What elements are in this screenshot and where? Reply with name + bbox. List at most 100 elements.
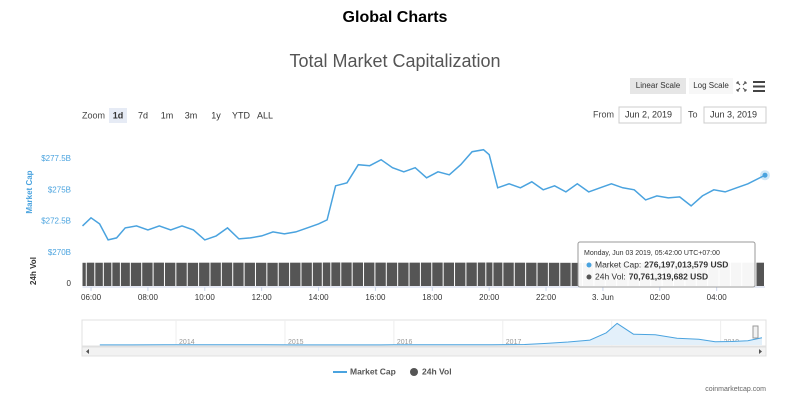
from-label: From [593, 109, 614, 119]
y-tick-label: $270B [48, 248, 71, 257]
volume-bar [187, 262, 199, 286]
volume-bar [375, 262, 386, 286]
page-title: Global Charts [343, 9, 448, 26]
chart-title: Total Market Capitalization [289, 51, 500, 71]
volume-bar [560, 262, 571, 286]
zoom-button[interactable]: 7d [138, 110, 148, 120]
tooltip [577, 241, 756, 288]
zoom-button[interactable]: 1y [211, 110, 221, 120]
fullscreen-icon[interactable] [736, 81, 747, 92]
volume-bar [301, 262, 312, 286]
volume-bar [398, 262, 409, 286]
volume-bar [526, 262, 537, 286]
x-tick-label: 06:00 [81, 293, 102, 302]
volume-bar [244, 262, 255, 286]
tooltip-value: 276,197,013,579 USD [644, 259, 728, 269]
volume-bar [103, 262, 112, 286]
volume-bar [221, 262, 233, 286]
from-input[interactable] [618, 106, 682, 124]
volume-bar [199, 262, 210, 286]
x-tick-label: 18:00 [422, 293, 443, 302]
volume-bar [164, 262, 176, 286]
x-tick-label: 12:00 [252, 293, 273, 302]
zoom-button[interactable]: ALL [257, 110, 273, 120]
zoom-button[interactable]: 1d [113, 110, 124, 120]
y-tick-label: $272.5B [41, 217, 71, 226]
to-input[interactable] [703, 106, 767, 124]
legend-label[interactable]: Market Cap [350, 366, 396, 376]
volume-bar [322, 262, 331, 286]
volume-bar [278, 262, 290, 286]
x-tick-label: 10:00 [195, 293, 216, 302]
volume-bar [112, 262, 120, 286]
x-tick-label: 3. Jun [592, 293, 614, 302]
navigator-tick-label: 2014 [179, 339, 195, 346]
navigator-handle[interactable] [752, 325, 759, 339]
volume-bar [493, 262, 503, 286]
volume-bar [432, 262, 443, 286]
volume-bar [130, 262, 142, 286]
scale-button[interactable] [630, 78, 686, 94]
tooltip-marker [586, 262, 592, 268]
y2-axis-label: 24h Vol [29, 257, 38, 285]
scale-button[interactable] [689, 78, 733, 94]
x-tick-label: 08:00 [138, 293, 159, 302]
tooltip-label: Market Cap: [595, 259, 641, 269]
volume-bar [486, 262, 493, 286]
navigator-tick-label: 2017 [506, 339, 522, 346]
volume-bar [255, 262, 267, 286]
volume-bar [290, 262, 301, 286]
x-tick-label: 02:00 [650, 293, 671, 302]
navigator-tick-label: 2016 [397, 339, 413, 346]
tooltip-date: Monday, Jun 03 2019, 05:42:00 UTC+07:00 [584, 250, 720, 257]
volume-bar [352, 262, 364, 286]
from-value: Jun 2, 2019 [625, 109, 672, 119]
navigator-area [99, 323, 763, 345]
zoom-label: Zoom [82, 110, 105, 120]
volume-bar [331, 262, 341, 286]
x-tick-label: 20:00 [479, 293, 500, 302]
zoom-button[interactable]: 3m [185, 110, 198, 120]
legend-label[interactable]: 24h Vol [422, 366, 452, 376]
menu-icon[interactable] [753, 81, 765, 92]
y-tick-label: $275B [48, 185, 71, 194]
volume-bar [95, 262, 103, 286]
volume-bar [176, 262, 187, 286]
navigator-tick-label: 2015 [288, 339, 304, 346]
x-tick-label: 04:00 [707, 293, 728, 302]
volume-bar [455, 262, 466, 286]
volume-bar [364, 262, 375, 286]
volume-bar [466, 262, 477, 286]
volume-bar [142, 262, 153, 286]
volume-bar [756, 262, 764, 286]
scrollbar[interactable] [81, 346, 767, 357]
volume-bar [548, 262, 560, 286]
volume-bar [312, 262, 322, 286]
y2-tick-label: 0 [67, 279, 72, 288]
scale-button-label: Log Scale [693, 81, 729, 90]
zoom-button[interactable]: YTD [232, 110, 251, 120]
y-tick-label: $277.5B [41, 154, 71, 163]
zoom-button[interactable]: 1m [161, 110, 174, 120]
scroll-right[interactable] [759, 349, 762, 354]
volume-bar [210, 262, 221, 286]
x-tick-label: 16:00 [365, 293, 386, 302]
volume-bar [386, 262, 398, 286]
to-label: To [688, 109, 698, 119]
scroll-left[interactable] [86, 349, 89, 354]
zoom-button-bg[interactable] [109, 108, 127, 123]
volume-bar [86, 262, 95, 286]
volume-bar [153, 262, 164, 286]
market-cap-line [81, 148, 766, 241]
volume-bar [477, 262, 486, 286]
y-axis-label: Market Cap [25, 170, 34, 213]
volume-bar [233, 262, 244, 286]
volume-bar [120, 262, 130, 286]
volume-bar [341, 262, 352, 286]
tooltip-label: 24h Vol: [595, 271, 626, 281]
volume-bar [537, 262, 548, 286]
x-tick-label: 14:00 [309, 293, 330, 302]
volume-bar [571, 262, 582, 286]
volume-bar [82, 262, 86, 286]
